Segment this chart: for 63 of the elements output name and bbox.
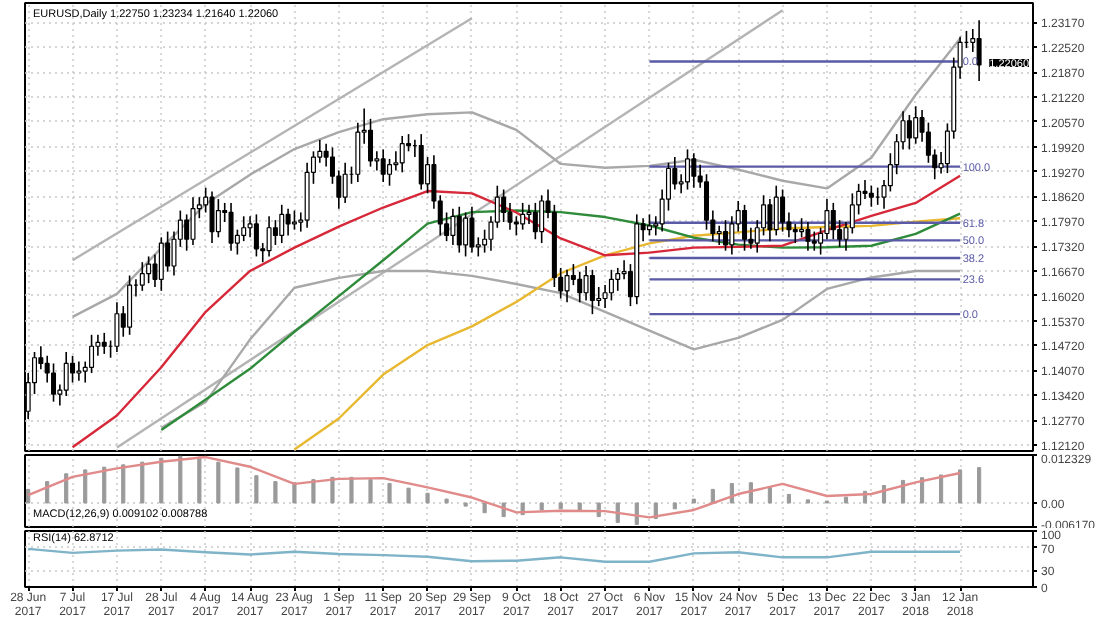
candlestick [114, 301, 120, 353]
candlestick [469, 205, 475, 254]
candlestick [564, 269, 570, 304]
candlestick [501, 188, 507, 223]
candlestick [830, 202, 836, 241]
candlestick [70, 355, 76, 384]
candlestick [805, 221, 811, 252]
candlestick [589, 269, 595, 315]
candlestick [532, 202, 538, 241]
candlestick [209, 190, 215, 244]
candlestick [862, 179, 868, 200]
candlestick [342, 161, 348, 204]
candlestick [913, 105, 919, 145]
candlestick [520, 202, 526, 231]
candlestick [165, 230, 171, 273]
candlestick [456, 205, 462, 254]
candlestick [906, 114, 912, 151]
candlestick [539, 194, 545, 244]
candlestick [691, 152, 697, 189]
candlestick [101, 332, 107, 355]
candlestick [463, 211, 469, 258]
candlestick [615, 267, 621, 292]
candlestick [684, 148, 690, 191]
line-series [26, 455, 962, 519]
candlestick [450, 207, 456, 246]
candlestick [811, 230, 817, 252]
candlestick [279, 204, 285, 244]
candlestick [780, 188, 786, 233]
candlestick [127, 274, 133, 336]
candlestick [799, 217, 805, 239]
candlestick [526, 204, 532, 225]
candlestick [742, 204, 748, 252]
candlestick [215, 198, 221, 239]
candlestick [380, 148, 386, 183]
candlestick [76, 360, 82, 382]
candlestick [723, 219, 729, 252]
candlestick [773, 184, 779, 237]
candlestick [51, 362, 57, 403]
candlestick [767, 198, 773, 242]
candlestick [266, 215, 272, 258]
line-series [160, 209, 962, 432]
candlestick [158, 236, 164, 292]
candlestick [139, 261, 145, 292]
candlestick [399, 135, 405, 174]
line-series [26, 547, 962, 563]
candlestick [272, 219, 278, 246]
candlestick [418, 133, 424, 191]
candlestick [976, 19, 982, 82]
candlestick [228, 202, 234, 252]
candlestick [190, 196, 196, 246]
candlestick [583, 265, 589, 302]
candlestick [285, 207, 291, 237]
candlestick [646, 213, 652, 237]
candlestick [868, 184, 874, 208]
candlestick [577, 270, 583, 304]
candlestick [608, 269, 614, 302]
candlestick [146, 255, 152, 284]
candlestick [387, 158, 393, 187]
candlestick [253, 213, 259, 258]
candlestick [184, 213, 190, 252]
candlestick [716, 225, 722, 246]
line-series [71, 174, 962, 449]
candlestick [291, 209, 297, 231]
